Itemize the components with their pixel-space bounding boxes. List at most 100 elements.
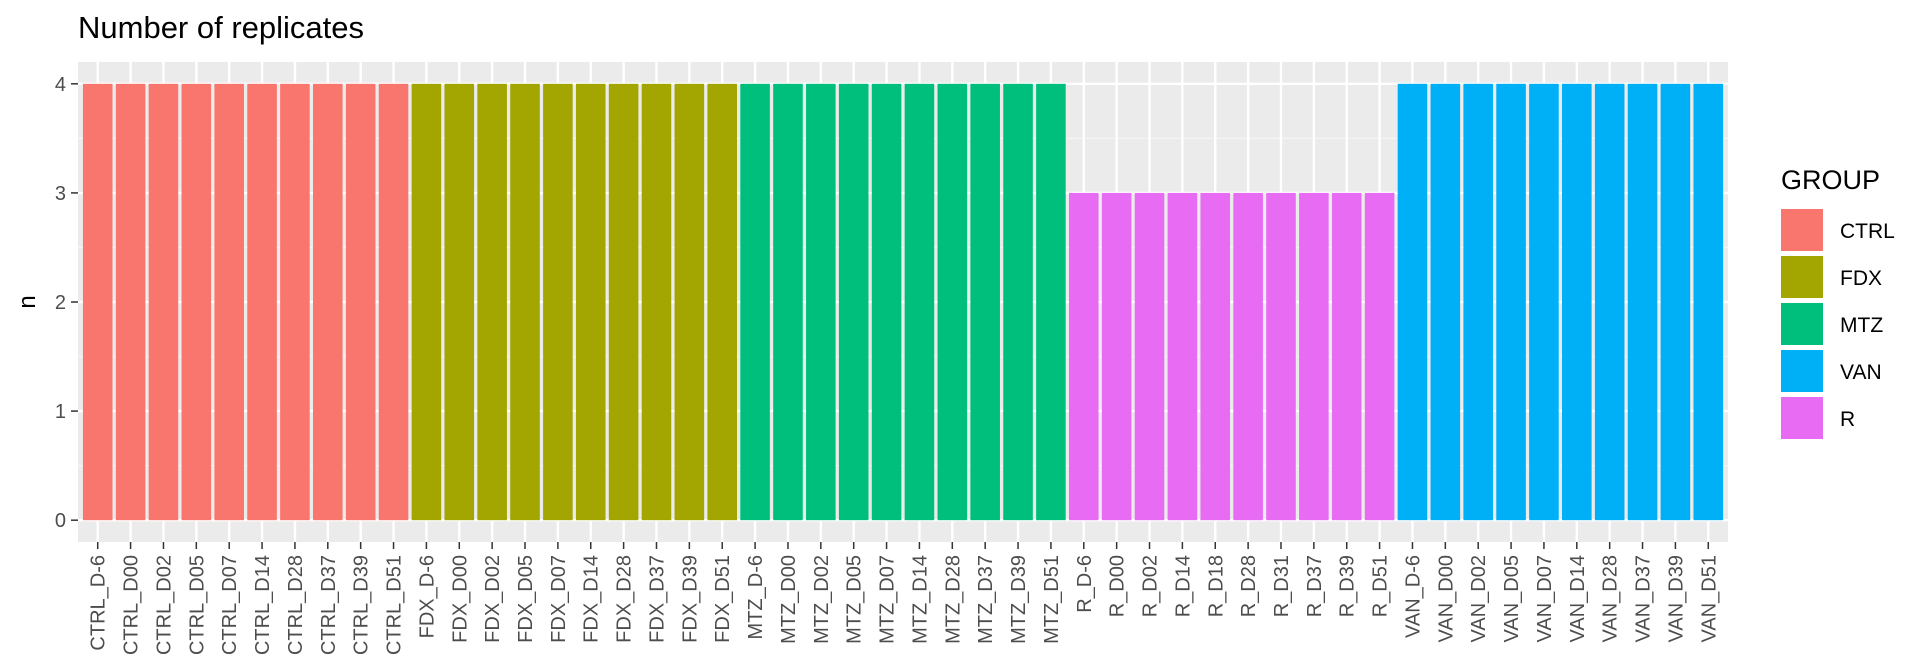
bar [1101, 192, 1132, 521]
x-tick-label: VAN_D14 [1567, 555, 1589, 642]
x-tick-label: CTRL_D51 [384, 555, 406, 655]
bar [1660, 83, 1691, 521]
legend-label: MTZ [1840, 314, 1883, 337]
bar [773, 83, 803, 521]
bar [1594, 83, 1625, 521]
legend-key [1781, 256, 1823, 298]
x-tick-label: CTRL_D37 [318, 555, 340, 655]
bar [1331, 192, 1362, 521]
legend-key [1781, 209, 1823, 251]
bar [608, 83, 639, 521]
x-tick-label: CTRL_D28 [285, 555, 307, 655]
bar [1167, 192, 1198, 521]
y-tick-label: 0 [55, 510, 66, 532]
x-tick-label: CTRL_D00 [121, 555, 143, 655]
x-tick-label: CTRL_D-6 [88, 555, 110, 651]
bar [1364, 192, 1395, 521]
x-tick-label: MTZ_D37 [975, 555, 997, 644]
x-tick-label: FDX_D39 [679, 555, 701, 643]
x-tick-label: R_D31 [1271, 555, 1293, 617]
y-tick-label: 4 [55, 74, 66, 96]
bar [1529, 83, 1559, 521]
x-tick-label: VAN_D07 [1534, 555, 1556, 642]
bar [1299, 192, 1329, 521]
x-tick-label: R_D28 [1238, 555, 1260, 617]
bar [82, 83, 113, 521]
bar [937, 83, 968, 521]
x-tick-label: CTRL_D02 [153, 555, 175, 655]
x-tick-label: VAN_D28 [1600, 555, 1622, 642]
x-tick-label: MTZ_D39 [1008, 555, 1030, 644]
y-tick-label: 3 [55, 183, 66, 205]
bar [575, 83, 606, 521]
bar [148, 83, 179, 521]
bar [345, 83, 376, 521]
x-tick-label: R_D00 [1107, 555, 1129, 617]
x-tick-label: FDX_D37 [646, 555, 668, 643]
x-tick-label: R_D02 [1140, 555, 1162, 617]
bar [214, 83, 244, 521]
legend-label: CTRL [1840, 220, 1895, 243]
bar [1233, 192, 1263, 521]
x-tick-label: MTZ_D02 [811, 555, 833, 644]
bar [806, 83, 836, 521]
bar [378, 83, 409, 521]
y-tick-label: 2 [55, 292, 66, 314]
bar [740, 83, 770, 521]
x-tick-label: CTRL_D05 [186, 555, 208, 655]
x-tick-label: VAN_D39 [1665, 555, 1687, 642]
bar [838, 83, 869, 521]
bar [904, 83, 935, 521]
x-tick-label: VAN_D51 [1698, 555, 1720, 642]
x-tick-label: VAN_D37 [1633, 555, 1655, 642]
x-tick-label: FDX_D-6 [416, 555, 438, 638]
x-tick-label: FDX_D02 [482, 555, 504, 643]
x-tick-label: VAN_D05 [1501, 555, 1523, 642]
x-tick-label: R_D37 [1304, 555, 1326, 617]
legend-label: VAN [1840, 361, 1882, 384]
y-axis: 0 1 2 3 4 [55, 74, 78, 532]
x-tick-label: MTZ_D05 [844, 555, 866, 644]
bar [510, 83, 540, 521]
x-tick-label: VAN_D02 [1468, 555, 1490, 642]
x-tick-label: MTZ_D14 [909, 555, 931, 644]
bar [871, 83, 902, 521]
bar [1003, 83, 1033, 521]
bar [1562, 83, 1592, 521]
bar [1266, 192, 1296, 521]
bar [641, 83, 672, 521]
bar [1036, 83, 1066, 521]
x-tick-label: R_D14 [1172, 555, 1194, 617]
legend-title: GROUP [1781, 165, 1880, 195]
bar [674, 83, 705, 521]
y-axis-title: n [14, 295, 41, 308]
x-tick-label: MTZ_D51 [1041, 555, 1063, 644]
x-tick-label: FDX_D28 [614, 555, 636, 643]
bar [1430, 83, 1461, 521]
y-tick-label: 1 [55, 401, 66, 423]
bar [1496, 83, 1526, 521]
legend-key [1781, 303, 1823, 345]
x-tick-label: VAN_D00 [1435, 555, 1457, 642]
x-tick-label: CTRL_D14 [252, 555, 274, 655]
bar [1397, 83, 1428, 521]
bar [1068, 192, 1099, 521]
bar [247, 83, 277, 521]
bar [1693, 83, 1724, 521]
bar [444, 83, 475, 521]
x-tick-label: FDX_D14 [581, 555, 603, 643]
bar [1200, 192, 1231, 521]
legend-label: R [1840, 408, 1855, 431]
x-tick-label: VAN_D-6 [1402, 555, 1424, 638]
bar [411, 83, 442, 521]
x-tick-label: FDX_D05 [515, 555, 537, 643]
bar [707, 83, 738, 521]
x-tick-label: MTZ_D28 [942, 555, 964, 644]
legend-label: FDX [1840, 267, 1882, 290]
bar [280, 83, 310, 521]
bar [313, 83, 343, 521]
x-tick-label: FDX_D51 [712, 555, 734, 643]
bar [543, 83, 573, 521]
x-tick-label: MTZ_D00 [778, 555, 800, 644]
